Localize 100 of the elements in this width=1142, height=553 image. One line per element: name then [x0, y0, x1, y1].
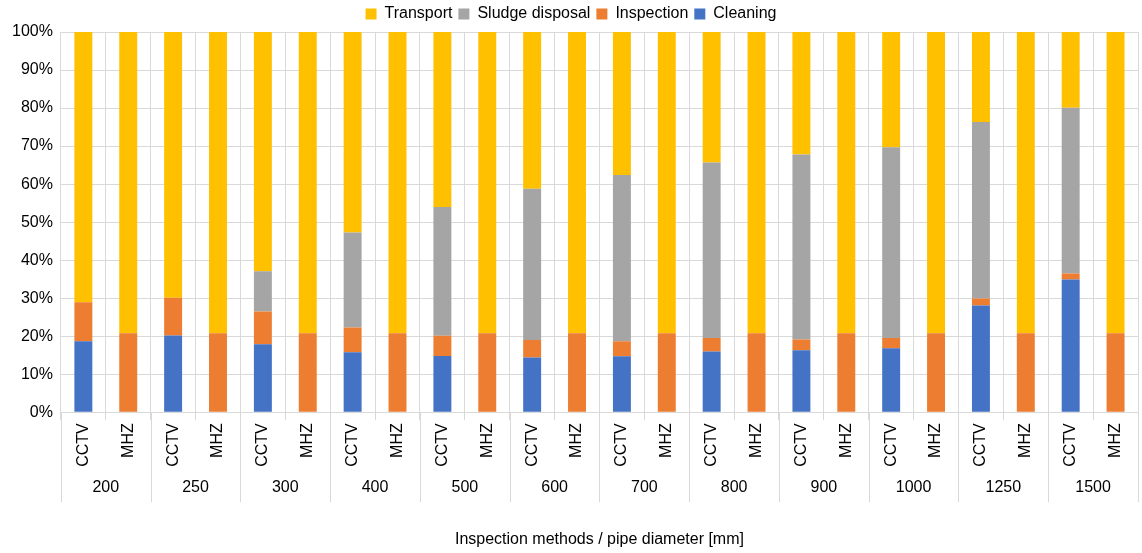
- x-tick-label: CCTV: [343, 422, 361, 467]
- bar: [433, 355, 452, 412]
- bar: [882, 147, 901, 339]
- bar: [792, 32, 811, 155]
- bar: [253, 311, 272, 345]
- text: 300: [271, 477, 299, 495]
- bar: [119, 333, 138, 412]
- bar: [882, 32, 901, 148]
- bar: [209, 32, 227, 334]
- bar: [433, 32, 452, 207]
- bar: [298, 32, 317, 334]
- text: 200: [92, 477, 120, 495]
- x-tick-label: MHZ: [118, 423, 136, 458]
- bar: [164, 335, 183, 412]
- y-tick-label: 100%: [12, 22, 53, 40]
- legend-label: Sludge disposal: [477, 4, 591, 22]
- y-tick-label: 30%: [20, 288, 53, 306]
- bar: [702, 338, 721, 352]
- x-tick-label: CCTV: [522, 422, 540, 467]
- text: 800: [720, 477, 748, 495]
- bar: [478, 32, 497, 334]
- bar: [882, 348, 901, 412]
- y-tick-label: 60%: [20, 174, 53, 192]
- y-tick-label: 80%: [20, 98, 53, 116]
- y-tick-label: 0%: [29, 402, 53, 420]
- x-tick-label: CCTV: [612, 422, 630, 467]
- x-tick-label: CCTV: [702, 422, 720, 467]
- text: 400: [361, 477, 389, 495]
- x-tick-label: CCTV: [163, 422, 181, 467]
- x-tick-label: MHZ: [298, 423, 316, 458]
- bar: [927, 32, 946, 334]
- text: 700: [630, 477, 658, 495]
- x-tick-label: CCTV: [791, 422, 809, 467]
- bar: [702, 32, 721, 163]
- x-tick-label: MHZ: [567, 423, 585, 458]
- text: 250: [182, 477, 209, 495]
- y-tick-label: 90%: [20, 60, 53, 78]
- bar: [882, 338, 901, 349]
- x-tick-label: MHZ: [477, 423, 495, 458]
- bar: [1106, 32, 1125, 334]
- bar: [971, 32, 990, 123]
- x-tick-label: MHZ: [746, 423, 764, 458]
- bar: [343, 352, 362, 412]
- bar: [612, 341, 631, 357]
- bar: [837, 333, 856, 412]
- x-tick-label: CCTV: [1061, 422, 1079, 467]
- bar: [1061, 32, 1080, 108]
- y-tick-label: 40%: [20, 250, 53, 268]
- x-tick-label: MHZ: [836, 423, 854, 458]
- bar: [1061, 107, 1080, 274]
- text: 900: [810, 477, 838, 495]
- bar: [612, 356, 631, 412]
- bar: [74, 32, 93, 303]
- x-tick-label: CCTV: [73, 422, 91, 467]
- bar: [568, 333, 586, 412]
- bar: [253, 344, 272, 412]
- x-tick-label: CCTV: [881, 422, 899, 467]
- x-tick-label: CCTV: [253, 422, 271, 467]
- bar: [209, 333, 227, 412]
- legend-label: Inspection: [615, 4, 689, 22]
- bar: [388, 32, 407, 334]
- bar: [119, 32, 138, 334]
- bar: [568, 32, 586, 334]
- bar: [298, 333, 317, 412]
- bar: [837, 32, 856, 334]
- bar: [523, 32, 542, 189]
- text: 500: [451, 477, 479, 495]
- bar: [792, 350, 811, 412]
- bar: [747, 333, 766, 412]
- bar: [253, 271, 272, 312]
- legend-label: Cleaning: [713, 4, 777, 22]
- x-tick-label: MHZ: [657, 423, 675, 458]
- bar: [343, 327, 362, 353]
- x-tick-label: MHZ: [208, 423, 226, 458]
- x-tick-label: MHZ: [1105, 423, 1123, 458]
- bar: [523, 188, 542, 340]
- y-tick-label: 50%: [20, 212, 53, 230]
- x-tick-label: MHZ: [926, 423, 944, 458]
- bar: [523, 340, 542, 358]
- text: 600: [541, 477, 569, 495]
- bar: [747, 32, 766, 334]
- bar: [164, 32, 183, 298]
- x-axis-title: Inspection methods / pipe diameter [mm]: [454, 529, 744, 547]
- bar: [74, 302, 93, 342]
- bar: [478, 333, 497, 412]
- x-tick-label: MHZ: [387, 423, 405, 458]
- bar: [657, 333, 676, 412]
- legend-label: Transport: [384, 4, 453, 22]
- bar: [702, 162, 721, 339]
- y-tick-label: 10%: [20, 364, 53, 382]
- bar: [927, 333, 946, 412]
- x-tick-label: CCTV: [971, 422, 989, 467]
- bar: [792, 154, 811, 340]
- x-tick-label: CCTV: [432, 422, 450, 467]
- bar: [612, 174, 631, 342]
- bar: [1016, 32, 1035, 334]
- bar: [253, 32, 272, 272]
- bar: [74, 341, 93, 412]
- y-tick-label: 20%: [20, 326, 53, 344]
- bar: [971, 122, 990, 299]
